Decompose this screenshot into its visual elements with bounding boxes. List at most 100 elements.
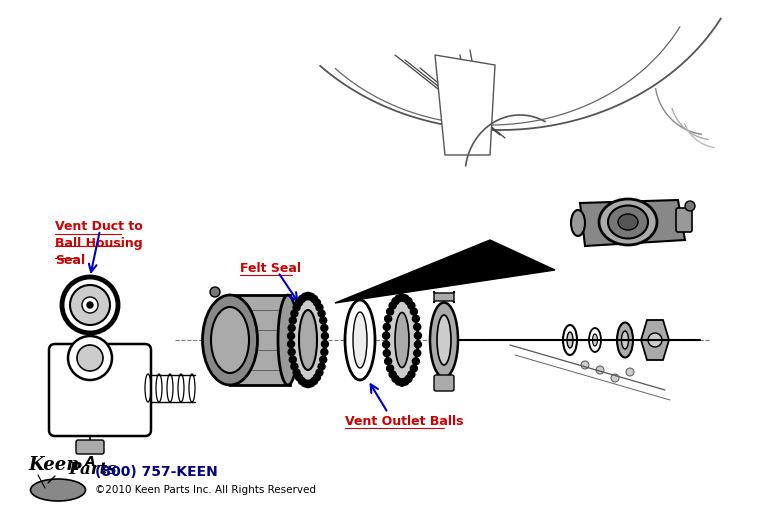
Circle shape [383,332,390,339]
Ellipse shape [618,214,638,230]
Ellipse shape [621,331,628,349]
Circle shape [385,315,392,322]
Circle shape [210,287,220,297]
Circle shape [399,294,406,301]
Circle shape [389,371,396,378]
Circle shape [399,379,406,386]
Ellipse shape [599,199,657,245]
Ellipse shape [345,300,375,380]
Circle shape [293,304,300,311]
Circle shape [389,302,396,309]
Circle shape [70,285,110,325]
Polygon shape [641,320,669,360]
Circle shape [288,324,295,332]
Circle shape [308,380,315,387]
Circle shape [290,317,296,324]
Circle shape [293,369,300,376]
Circle shape [87,302,93,308]
Ellipse shape [592,334,598,346]
Circle shape [414,332,421,339]
Circle shape [291,363,298,370]
Circle shape [405,298,412,305]
Circle shape [611,374,619,382]
Circle shape [318,363,325,370]
Ellipse shape [299,310,317,370]
FancyBboxPatch shape [230,295,290,385]
Circle shape [387,308,393,315]
Circle shape [392,376,399,382]
FancyBboxPatch shape [49,344,151,436]
Text: A: A [85,455,95,469]
Circle shape [82,297,98,313]
Circle shape [304,381,312,387]
Circle shape [385,358,392,365]
Circle shape [304,293,312,299]
Polygon shape [580,200,685,246]
Circle shape [410,365,417,372]
Ellipse shape [386,297,418,382]
Text: Vent Outlet Balls: Vent Outlet Balls [345,415,464,428]
Circle shape [301,293,308,300]
Circle shape [413,358,420,365]
Circle shape [413,350,420,356]
Circle shape [298,378,306,384]
Text: (800) 757-KEEN: (800) 757-KEEN [95,465,218,479]
Circle shape [290,356,296,363]
Circle shape [296,299,303,306]
Circle shape [321,349,328,355]
Text: ©2010 Keen Parts Inc. All Rights Reserved: ©2010 Keen Parts Inc. All Rights Reserve… [95,485,316,495]
Circle shape [291,310,298,317]
Circle shape [313,374,320,381]
Circle shape [287,340,295,348]
Circle shape [405,376,412,382]
Circle shape [685,201,695,211]
Circle shape [408,371,415,378]
Ellipse shape [290,296,326,384]
Ellipse shape [395,312,409,367]
Circle shape [399,294,406,301]
Circle shape [392,298,399,305]
Ellipse shape [589,328,601,352]
Circle shape [383,350,390,356]
Ellipse shape [203,295,257,385]
Circle shape [304,293,312,299]
Circle shape [320,356,326,363]
Circle shape [413,315,420,322]
Circle shape [296,374,303,381]
FancyBboxPatch shape [676,208,692,232]
Circle shape [581,361,589,369]
Ellipse shape [617,323,633,357]
Polygon shape [335,240,555,303]
Circle shape [387,365,393,372]
Circle shape [321,340,329,348]
Polygon shape [435,55,495,155]
Circle shape [310,295,318,303]
Circle shape [77,345,103,371]
Ellipse shape [608,206,648,238]
Circle shape [383,323,390,330]
Circle shape [395,295,402,302]
Circle shape [399,379,406,386]
Ellipse shape [437,315,451,365]
Circle shape [62,277,118,333]
Circle shape [648,333,662,347]
Circle shape [310,378,318,384]
Circle shape [287,333,295,339]
Circle shape [316,304,323,311]
Circle shape [413,323,420,330]
Text: Keen: Keen [28,456,79,474]
Ellipse shape [353,312,367,368]
Circle shape [410,308,417,315]
FancyBboxPatch shape [76,440,104,454]
FancyBboxPatch shape [434,375,454,391]
Text: Vent Duct to
Ball Housing
Seal: Vent Duct to Ball Housing Seal [55,220,142,267]
Text: Parts: Parts [68,461,116,478]
Circle shape [408,302,415,309]
Ellipse shape [563,325,577,355]
Circle shape [288,349,295,355]
Circle shape [383,341,390,348]
Ellipse shape [211,307,249,373]
Circle shape [308,293,315,300]
Circle shape [304,381,312,387]
Circle shape [320,317,326,324]
